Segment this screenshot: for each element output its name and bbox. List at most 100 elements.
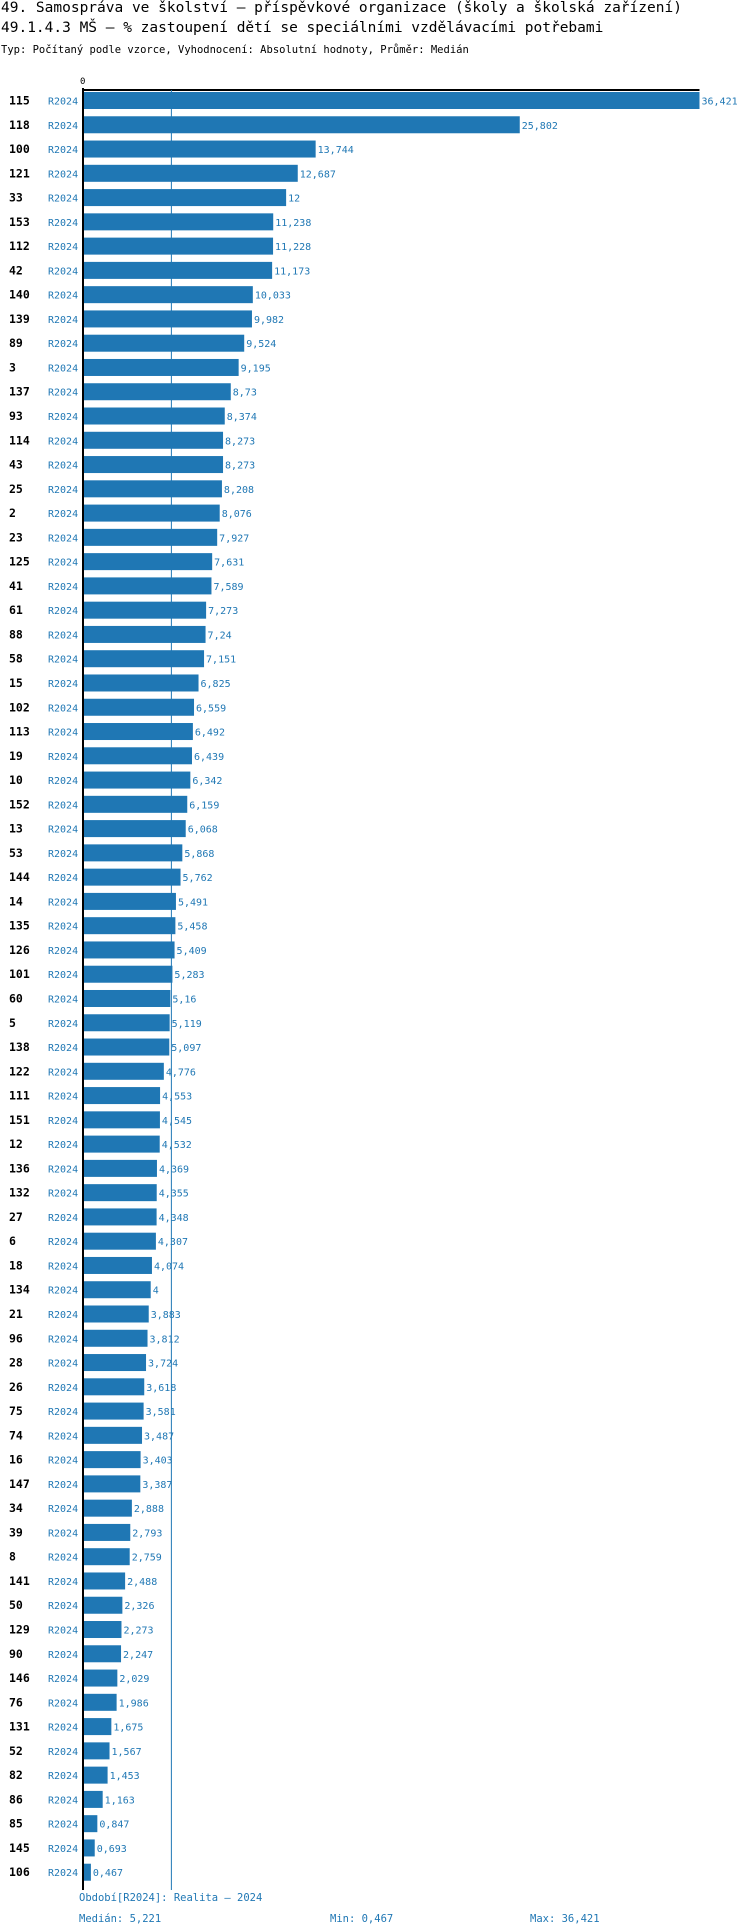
row-series-label: R2024 xyxy=(48,1407,78,1418)
bar xyxy=(83,1815,98,1833)
bar-value-label: 8,374 xyxy=(227,412,257,423)
bar xyxy=(83,1281,151,1299)
bar xyxy=(83,747,192,765)
bar xyxy=(83,1402,144,1420)
bar xyxy=(83,989,171,1007)
row-series-label: R2024 xyxy=(48,1116,78,1127)
row-series-label: R2024 xyxy=(48,485,78,496)
chart-type-info: Typ: Počítaný podle vzorce, Vyhodnocení:… xyxy=(1,44,469,56)
bar xyxy=(83,771,191,789)
bar-value-label: 1,567 xyxy=(112,1747,142,1758)
bar-value-label: 9,524 xyxy=(246,339,276,350)
row-id-label: 139 xyxy=(9,312,30,326)
bar-value-label: 2,488 xyxy=(127,1577,157,1588)
row-series-label: R2024 xyxy=(48,121,78,132)
bar-value-label: 4,776 xyxy=(166,1067,196,1078)
bar-value-label: 7,24 xyxy=(208,630,232,641)
bar-value-label: 0,847 xyxy=(99,1820,129,1831)
bar xyxy=(83,528,218,546)
bar-value-label: 4,369 xyxy=(159,1164,189,1175)
bar-value-label: 9,982 xyxy=(254,315,284,326)
bar-value-label: 3,487 xyxy=(144,1431,174,1442)
row-series-label: R2024 xyxy=(48,1650,78,1661)
row-series-label: R2024 xyxy=(48,776,78,787)
bar-value-label: 5,097 xyxy=(171,1043,201,1054)
row-id-label: 39 xyxy=(9,1525,23,1539)
bar xyxy=(83,1475,141,1493)
row-series-label: R2024 xyxy=(48,242,78,253)
row-id-label: 88 xyxy=(9,627,23,641)
bar xyxy=(83,601,207,619)
bar-value-label: 4,074 xyxy=(154,1261,184,1272)
bar-value-label: 5,458 xyxy=(177,922,207,933)
row-series-label: R2024 xyxy=(48,800,78,811)
bar-value-label: 9,195 xyxy=(241,363,271,374)
bar xyxy=(83,1548,130,1566)
bar xyxy=(83,286,253,304)
bar-value-label: 5,762 xyxy=(183,873,213,884)
row-id-label: 27 xyxy=(9,1210,23,1224)
bar xyxy=(83,1839,95,1857)
row-id-label: 137 xyxy=(9,385,30,399)
row-id-label: 34 xyxy=(9,1501,23,1515)
row-id-label: 144 xyxy=(9,870,30,884)
row-id-label: 33 xyxy=(9,191,23,205)
bar xyxy=(83,456,224,474)
row-id-label: 152 xyxy=(9,797,30,811)
bar-value-label: 8,273 xyxy=(225,461,255,472)
bar xyxy=(83,650,205,668)
row-id-label: 138 xyxy=(9,1040,30,1054)
row-series-label: R2024 xyxy=(48,509,78,520)
row-id-label: 129 xyxy=(9,1623,30,1637)
row-id-label: 136 xyxy=(9,1161,30,1175)
row-id-label: 90 xyxy=(9,1647,23,1661)
bar xyxy=(83,164,298,182)
bar-value-label: 8,273 xyxy=(225,436,255,447)
bar-value-label: 2,793 xyxy=(132,1528,162,1539)
bar-value-label: 8,73 xyxy=(233,388,257,399)
row-series-label: R2024 xyxy=(48,145,78,156)
row-series-label: R2024 xyxy=(48,1140,78,1151)
bar xyxy=(83,1790,103,1808)
row-id-label: 43 xyxy=(9,458,23,472)
row-series-label: R2024 xyxy=(48,1626,78,1637)
row-series-label: R2024 xyxy=(48,169,78,180)
row-series-label: R2024 xyxy=(48,1553,78,1564)
row-id-label: 25 xyxy=(9,482,23,496)
row-id-label: 19 xyxy=(9,749,23,763)
row-id-label: 18 xyxy=(9,1258,23,1272)
row-series-label: R2024 xyxy=(48,1795,78,1806)
row-id-label: 26 xyxy=(9,1380,23,1394)
bar xyxy=(83,868,181,886)
row-id-label: 147 xyxy=(9,1477,30,1491)
bar-value-label: 6,159 xyxy=(189,800,219,811)
bar-value-label: 5,119 xyxy=(172,1019,202,1030)
bar xyxy=(83,116,520,134)
bar-value-label: 5,283 xyxy=(174,970,204,981)
bar xyxy=(83,965,173,983)
row-series-label: R2024 xyxy=(48,339,78,350)
row-id-label: 13 xyxy=(9,822,23,836)
row-id-label: 42 xyxy=(9,263,23,277)
row-series-label: R2024 xyxy=(48,1674,78,1685)
row-id-label: 122 xyxy=(9,1064,30,1078)
row-id-label: 121 xyxy=(9,166,30,180)
bar-value-label: 12 xyxy=(288,194,300,205)
bar xyxy=(83,237,274,255)
row-series-label: R2024 xyxy=(48,606,78,617)
row-series-label: R2024 xyxy=(48,922,78,933)
bar-value-label: 2,759 xyxy=(132,1553,162,1564)
row-id-label: 118 xyxy=(9,118,30,132)
row-series-label: R2024 xyxy=(48,218,78,229)
row-series-label: R2024 xyxy=(48,97,78,108)
row-id-label: 89 xyxy=(9,336,23,350)
bar-value-label: 36,421 xyxy=(702,97,738,108)
row-id-label: 53 xyxy=(9,846,23,860)
row-id-label: 10 xyxy=(9,773,23,787)
bar-value-label: 6,825 xyxy=(201,679,231,690)
bar xyxy=(83,310,252,328)
row-id-label: 85 xyxy=(9,1817,23,1831)
bar xyxy=(83,1693,117,1711)
row-series-label: R2024 xyxy=(48,1820,78,1831)
